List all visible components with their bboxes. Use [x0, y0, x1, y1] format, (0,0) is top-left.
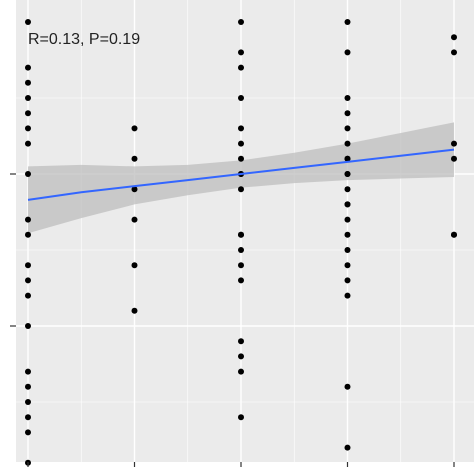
data-point [238, 64, 244, 71]
data-point [238, 231, 244, 238]
data-point [25, 19, 31, 25]
correlation-annotation: R=0.13, P=0.19 [28, 31, 140, 48]
data-point [451, 49, 457, 56]
axis-ticks [10, 173, 455, 467]
data-point [25, 171, 31, 177]
data-point [25, 277, 31, 284]
data-point [344, 125, 351, 132]
data-point [238, 125, 244, 132]
data-point [131, 262, 138, 269]
data-point [131, 186, 138, 193]
data-point [451, 34, 457, 41]
data-points [25, 19, 457, 466]
data-point [344, 201, 351, 208]
data-point [238, 247, 244, 253]
data-point [344, 247, 351, 253]
data-point [131, 155, 138, 162]
data-point [25, 95, 31, 101]
data-point [344, 140, 351, 147]
data-point [131, 125, 138, 132]
data-point [25, 125, 31, 132]
data-point [344, 277, 351, 284]
data-point [344, 95, 351, 101]
data-point [25, 64, 31, 71]
data-point [344, 216, 351, 223]
data-point [238, 262, 244, 269]
data-point [451, 140, 457, 147]
data-point [238, 338, 244, 345]
data-point [25, 292, 31, 299]
data-point [238, 19, 244, 25]
data-point [25, 399, 31, 405]
data-point [344, 444, 351, 451]
data-point [344, 49, 351, 56]
data-point [451, 155, 457, 162]
data-point [344, 155, 351, 162]
data-point [238, 140, 244, 147]
data-point [344, 383, 351, 390]
data-point [25, 216, 31, 223]
data-point [238, 49, 244, 56]
data-point [25, 414, 31, 421]
data-point [344, 262, 351, 269]
data-point [238, 368, 244, 375]
data-point [25, 231, 31, 238]
data-point [238, 95, 244, 101]
data-point [344, 19, 351, 25]
data-point [238, 155, 244, 162]
data-point [25, 429, 31, 436]
data-point [238, 186, 244, 193]
data-point [238, 353, 244, 360]
data-point [25, 79, 31, 86]
data-point [344, 110, 351, 117]
trend-line [27, 148, 455, 201]
data-point [344, 171, 351, 177]
data-point [25, 383, 31, 390]
confidence-band [28, 122, 454, 234]
data-point [25, 110, 31, 117]
data-point [25, 262, 31, 269]
data-point [344, 186, 351, 193]
data-point [25, 368, 31, 375]
data-point [238, 277, 244, 284]
data-point [451, 231, 457, 238]
data-point [25, 140, 31, 147]
data-point [131, 216, 138, 223]
data-point [131, 307, 138, 314]
plot-panel [16, 0, 474, 462]
data-point [238, 414, 244, 421]
data-point [344, 292, 351, 299]
data-point [344, 231, 351, 238]
data-point [25, 323, 31, 329]
